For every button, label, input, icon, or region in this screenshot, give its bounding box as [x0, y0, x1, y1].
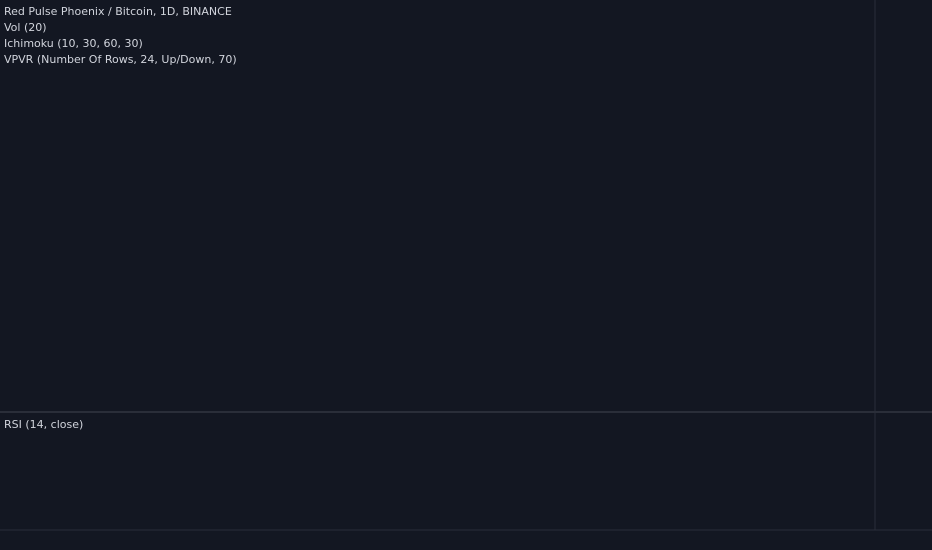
ichimoku-legend: Ichimoku (10, 30, 60, 30)	[4, 37, 143, 50]
chart-title: Red Pulse Phoenix / Bitcoin, 1D, BINANCE	[4, 5, 232, 18]
volume-legend: Vol (20)	[4, 21, 47, 34]
vpvr-legend: VPVR (Number Of Rows, 24, Up/Down, 70)	[4, 53, 237, 66]
rsi-legend: RSI (14, close)	[4, 418, 83, 431]
